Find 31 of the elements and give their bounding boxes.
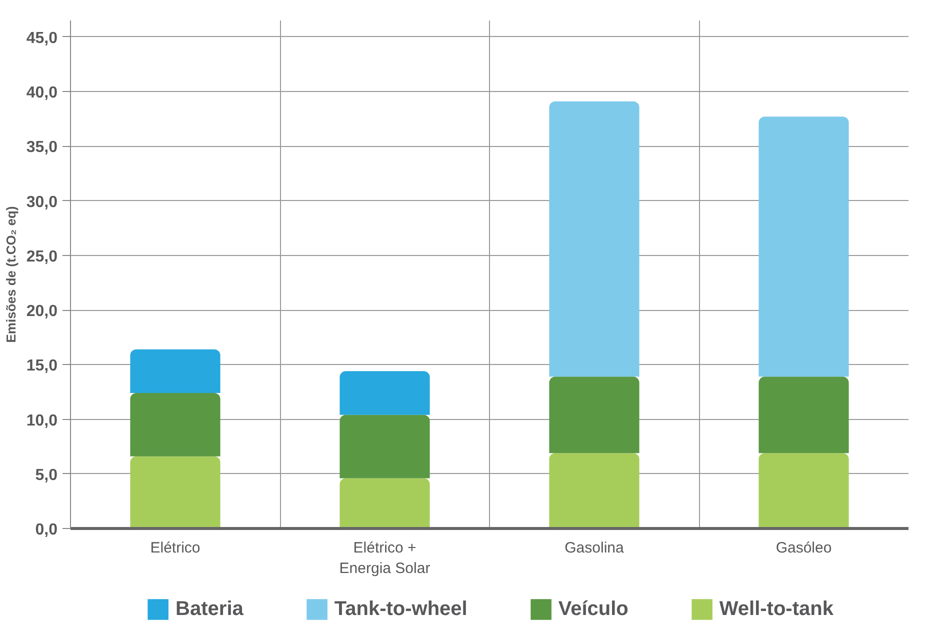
bar bbox=[758, 376, 849, 454]
x-tick-label: Gasolina bbox=[564, 540, 625, 556]
x-tick-label: Elétrico bbox=[150, 540, 200, 556]
x-tick-label: Gasóleo bbox=[776, 540, 832, 556]
bar bbox=[340, 414, 430, 478]
y-tick-label: 45,0 bbox=[26, 30, 58, 47]
y-tick-label: 20,0 bbox=[26, 303, 58, 320]
bar bbox=[549, 376, 640, 454]
bar bbox=[130, 456, 220, 528]
y-tick-label: 35,0 bbox=[26, 139, 58, 156]
y-tick-label: 40,0 bbox=[26, 84, 58, 102]
bar bbox=[340, 371, 430, 415]
y-tick-label: 5,0 bbox=[35, 466, 58, 484]
y-axis-title: Emisões de (t.CO₂ eq) bbox=[3, 206, 18, 343]
y-tick-label: 25,0 bbox=[26, 248, 58, 266]
y-tick-label: 30,0 bbox=[26, 194, 58, 211]
legend-label: Well-to-tank bbox=[719, 596, 834, 622]
y-tick-label: 0,0 bbox=[35, 522, 58, 538]
bar bbox=[549, 101, 640, 377]
legend-label: Veículo bbox=[558, 596, 628, 622]
legend-label: Bateria bbox=[176, 596, 244, 622]
bar bbox=[340, 478, 430, 528]
y-tick-label: 10,0 bbox=[26, 412, 58, 430]
bar bbox=[130, 349, 220, 394]
bar bbox=[130, 393, 220, 456]
legend-label: Tank-to-wheel bbox=[334, 596, 468, 622]
bar bbox=[549, 453, 640, 528]
bar bbox=[758, 116, 849, 377]
bar bbox=[758, 453, 849, 528]
x-tick-label: Elétrico + Energia Solar bbox=[339, 540, 430, 577]
y-tick-label: 15,0 bbox=[26, 358, 58, 375]
